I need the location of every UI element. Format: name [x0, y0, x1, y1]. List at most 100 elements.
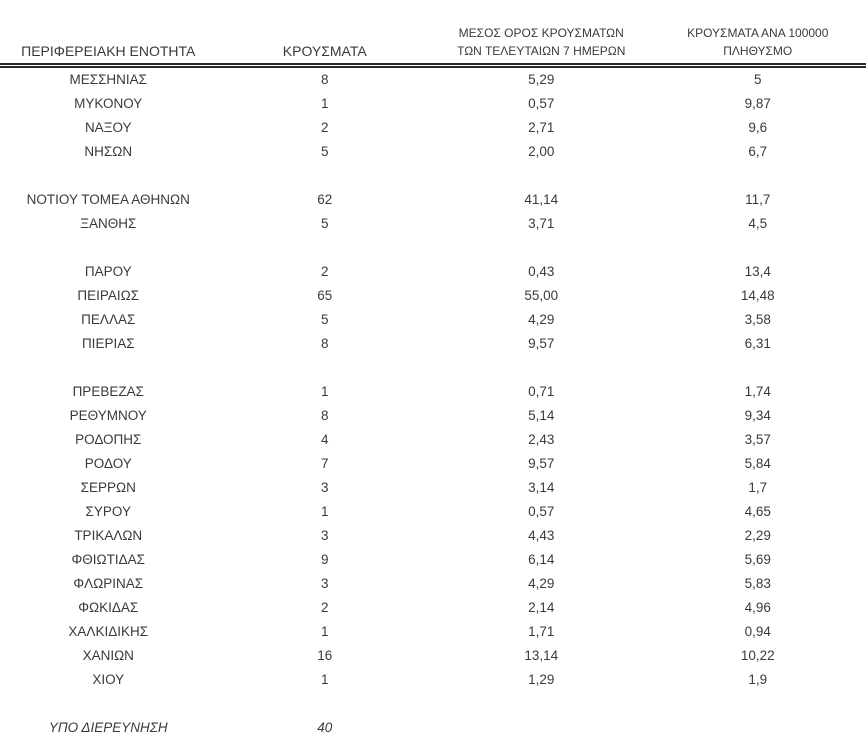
table-row: ΝΗΣΩΝ 5 2,00 6,7 — [0, 140, 866, 164]
spacer-row — [0, 692, 866, 716]
cell-region: ΦΛΩΡΙΝΑΣ — [73, 576, 144, 591]
cell-cases — [217, 692, 434, 716]
cell-region: ΤΡΙΚΑΛΩΝ — [74, 528, 143, 543]
cell-per100k: 6,31 — [744, 336, 771, 351]
table-row: ΞΑΝΘΗΣ 5 3,71 4,5 — [0, 212, 866, 236]
table-row: ΦΘΙΩΤΙΔΑΣ 9 6,14 5,69 — [0, 548, 866, 572]
cell-per100k: 4,65 — [744, 504, 771, 519]
cell-per100k: 13,4 — [744, 264, 771, 279]
cell-per100k — [650, 692, 867, 716]
cell-region: ΠΡΕΒΕΖΑΣ — [72, 384, 144, 399]
cell-region: ΡΕΘΥΜΝΟΥ — [69, 408, 147, 423]
cell-region: ΠΑΡΟΥ — [84, 264, 132, 279]
cell-region: ΣΕΡΡΩΝ — [80, 480, 136, 495]
table-row: ΧΑΝΙΩΝ 16 13,14 10,22 — [0, 644, 866, 668]
cell-cases: 16 — [317, 648, 333, 663]
cell-per100k: 14,48 — [740, 288, 775, 303]
cell-cases: 1 — [320, 504, 329, 519]
table-row: ΧΑΛΚΙΔΙΚΗΣ 1 1,71 0,94 — [0, 620, 866, 644]
col-header-cases: ΚΡΟΥΣΜΑΤΑ — [216, 0, 433, 68]
cell-region: ΣΥΡΟΥ — [85, 504, 131, 519]
table-row: ΜΥΚΟΝΟΥ 1 0,57 9,87 — [0, 92, 866, 116]
cell-region: ΧΙΟΥ — [92, 672, 125, 687]
cell-per100k: 1,74 — [744, 384, 771, 399]
cell-region: ΞΑΝΘΗΣ — [80, 216, 137, 231]
cell-avg7: 5,14 — [528, 408, 555, 423]
header-row: ΠΕΡΙΦΕΡΕΙΑΚΗ ΕΝΟΤΗΤΑ ΚΡΟΥΣΜΑΤΑ ΜΕΣΟΣ ΟΡΟ… — [0, 0, 866, 68]
col-header-avg7days: ΜΕΣΟΣ ΟΡΟΣ ΚΡΟΥΣΜΑΤΩΝ ΤΩΝ ΤΕΛΕΥΤΑΙΩΝ 7 Η… — [433, 0, 650, 68]
cell-avg7: 2,43 — [528, 432, 555, 447]
cell-region — [0, 692, 217, 716]
cell-cases: 1 — [320, 624, 329, 639]
cell-per100k — [650, 356, 867, 380]
cell-region: ΥΠΟ ΔΙΕΡΕΥΝΗΣΗ — [48, 720, 168, 735]
cell-avg7: 41,14 — [524, 192, 559, 207]
table-row: ΦΩΚΙΔΑΣ 2 2,14 4,96 — [0, 596, 866, 620]
cell-region: ΝΗΣΩΝ — [84, 144, 133, 159]
spacer-row — [0, 356, 866, 380]
table-row: ΡΟΔΟΥ 7 9,57 5,84 — [0, 452, 866, 476]
table-row: ΧΙΟΥ 1 1,29 1,9 — [0, 668, 866, 692]
cell-cases: 3 — [320, 528, 329, 543]
cell-per100k: 11,7 — [745, 192, 771, 207]
cell-cases: 5 — [320, 312, 329, 327]
cell-cases: 1 — [320, 384, 329, 399]
cell-region: ΠΙΕΡΙΑΣ — [81, 336, 135, 351]
cell-region: ΧΑΛΚΙΔΙΚΗΣ — [68, 624, 149, 639]
table-row: ΠΙΕΡΙΑΣ 8 9,57 6,31 — [0, 332, 866, 356]
cell-cases: 2 — [320, 600, 329, 615]
cell-avg7: 3,71 — [528, 216, 555, 231]
cell-cases: 4 — [320, 432, 329, 447]
cell-avg7: 2,00 — [528, 144, 555, 159]
cell-avg7: 0,57 — [528, 504, 555, 519]
cell-avg7: 0,71 — [528, 384, 555, 399]
cell-avg7 — [433, 356, 650, 380]
cell-avg7: 1,71 — [528, 624, 555, 639]
cell-per100k — [650, 236, 867, 260]
cell-cases: 5 — [320, 216, 329, 231]
table-row: ΦΛΩΡΙΝΑΣ 3 4,29 5,83 — [0, 572, 866, 596]
cell-cases: 3 — [320, 480, 329, 495]
cell-region — [0, 236, 217, 260]
cell-avg7: 5,29 — [528, 72, 555, 87]
cell-avg7 — [433, 236, 650, 260]
cell-avg7: 2,71 — [528, 120, 555, 135]
cell-avg7: 4,43 — [528, 528, 555, 543]
cell-per100k: 4,96 — [744, 600, 771, 615]
table-row: ΠΕΙΡΑΙΩΣ 65 55,00 14,48 — [0, 284, 866, 308]
cell-region: ΠΕΙΡΑΙΩΣ — [77, 288, 140, 303]
cell-per100k: 1,7 — [748, 480, 768, 495]
cell-per100k: 4,5 — [748, 216, 768, 231]
cell-cases: 2 — [320, 120, 329, 135]
cell-avg7: 13,14 — [524, 648, 559, 663]
cell-cases: 1 — [320, 672, 329, 687]
cell-region: ΜΕΣΣΗΝΙΑΣ — [69, 72, 148, 87]
cell-per100k: 2,29 — [744, 528, 771, 543]
cell-cases: 2 — [320, 264, 329, 279]
cell-avg7: 0,57 — [528, 96, 555, 111]
spacer-row — [0, 236, 866, 260]
cell-per100k — [650, 164, 867, 188]
cell-cases: 8 — [320, 336, 329, 351]
cell-per100k: 5,69 — [744, 552, 771, 567]
cell-cases: 9 — [320, 552, 329, 567]
table-row: ΤΡΙΚΑΛΩΝ 3 4,43 2,29 — [0, 524, 866, 548]
table-row: ΠΡΕΒΕΖΑΣ 1 0,71 1,74 — [0, 380, 866, 404]
cell-cases: 8 — [320, 72, 329, 87]
cell-avg7: 3,14 — [528, 480, 555, 495]
cell-cases: 5 — [320, 144, 329, 159]
table-row: ΝΑΞΟΥ 2 2,71 9,6 — [0, 116, 866, 140]
table-row: ΣΕΡΡΩΝ 3 3,14 1,7 — [0, 476, 866, 500]
cell-cases: 1 — [320, 96, 329, 111]
col-header-per100k: ΚΡΟΥΣΜΑΤΑ ΑΝΑ 100000 ΠΛΗΘΥΣΜΟ — [649, 0, 866, 68]
cell-cases — [217, 164, 434, 188]
cell-per100k: 5,84 — [744, 456, 771, 471]
cell-region: ΦΘΙΩΤΙΔΑΣ — [71, 552, 145, 567]
cell-cases — [217, 236, 434, 260]
cell-per100k: 6,7 — [748, 144, 768, 159]
col-header-region: ΠΕΡΙΦΕΡΕΙΑΚΗ ΕΝΟΤΗΤΑ — [0, 0, 217, 68]
cell-region: ΧΑΝΙΩΝ — [82, 648, 134, 663]
table-row: ΡΟΔΟΠΗΣ 4 2,43 3,57 — [0, 428, 866, 452]
cell-region: ΝΑΞΟΥ — [84, 120, 132, 135]
